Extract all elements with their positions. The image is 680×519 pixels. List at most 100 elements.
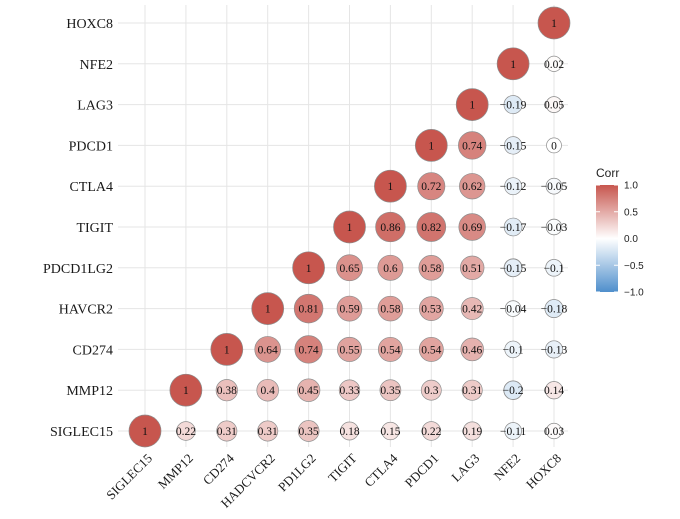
cell-bubble — [338, 379, 361, 401]
cell-mmp12-mmp12: 1 — [169, 373, 203, 407]
cell-bubble — [377, 295, 404, 322]
cell-value-label: 1 — [224, 344, 230, 356]
cell-bubble — [503, 217, 523, 237]
x-label-lag3: LAG3 — [448, 451, 482, 485]
cell-bubble — [545, 422, 563, 440]
cell-value-label: 1 — [551, 18, 557, 30]
cell-tigit-tigit: 1 — [333, 210, 366, 244]
cell-value-label: 0.31 — [217, 426, 237, 438]
cell-siglec15-nfe2: −0.11 — [500, 422, 526, 440]
cell-bubble — [292, 251, 325, 285]
cell-cd274-hoxc8: −0.13 — [541, 340, 568, 359]
legend-tick-label: −1.0 — [624, 288, 644, 299]
cell-cd274-hadcvcr2: 0.64 — [254, 336, 281, 363]
cell-mmp12-ctla4: 0.35 — [379, 379, 402, 402]
cell-bubble — [416, 212, 447, 242]
cell-tigit-pdcd1: 0.82 — [416, 212, 447, 242]
cell-ctla4-hoxc8: −0.05 — [541, 177, 568, 195]
cell-bubble — [455, 88, 489, 121]
cell-value-label: 0.64 — [258, 344, 278, 356]
legend-tick-label: 1.0 — [624, 181, 638, 192]
cell-value-label: 0.22 — [421, 426, 441, 438]
cell-bubble — [418, 336, 444, 362]
legend-title: Corr — [596, 166, 619, 180]
cell-ctla4-nfe2: −0.12 — [500, 177, 527, 196]
y-label-lag3: LAG3 — [77, 99, 113, 114]
cell-bubble — [414, 129, 448, 162]
cell-bubble — [496, 47, 530, 81]
cell-value-label: −0.15 — [500, 263, 527, 275]
cell-bubble — [503, 136, 523, 155]
legend-tick-label: −0.5 — [624, 261, 644, 272]
cell-siglec15-mmp12: 0.22 — [176, 421, 196, 441]
cell-bubble — [545, 55, 563, 72]
cell-value-label: 0.45 — [299, 385, 319, 397]
cell-mmp12-lag3: 0.31 — [461, 379, 483, 401]
cell-siglec15-hoxc8: 0.03 — [544, 422, 564, 440]
cell-value-label: 0.46 — [462, 344, 482, 356]
cell-value-label: 0.03 — [544, 426, 564, 438]
cell-value-label: 0.31 — [462, 385, 482, 397]
y-label-pdcd1: PDCD1 — [69, 139, 113, 154]
cell-ctla4-ctla4: 1 — [374, 169, 407, 203]
cell-value-label: 0.02 — [544, 59, 564, 71]
color-legend: Corr 1.0 0.5 0.0 −0.5 −1.0 — [596, 166, 644, 299]
cell-cd274-nfe2: −0.1 — [503, 340, 524, 359]
cell-tigit-lag3: 0.69 — [458, 213, 486, 241]
cell-havcr2-hadcvcr2: 1 — [251, 292, 285, 325]
y-label-mmp12: MMP12 — [66, 384, 113, 399]
y-axis-labels: HOXC8 NFE2 LAG3 PDCD1 CTLA4 TIGIT PDCD1LG2 HAVC… — [43, 17, 113, 440]
y-label-hoxc8: HOXC8 — [66, 17, 113, 32]
cell-bubble — [545, 96, 563, 113]
cell-bubble — [420, 379, 442, 401]
cell-cd274-cd274: 1 — [210, 333, 244, 366]
cell-ctla4-lag3: 0.62 — [459, 173, 486, 200]
cell-bubble — [257, 420, 279, 442]
cell-value-label: −0.19 — [500, 100, 527, 112]
y-label-siglec15: SIGLEC15 — [50, 425, 113, 440]
cell-bubble — [460, 297, 484, 321]
cell-value-label: −0.15 — [500, 140, 527, 152]
cell-value-label: 0.19 — [462, 426, 482, 438]
cell-value-label: 0.15 — [380, 426, 400, 438]
cell-nfe2-hoxc8: 0.02 — [544, 55, 564, 72]
cell-pdcd1lg2-ctla4: 0.6 — [377, 254, 404, 281]
cell-bubble — [215, 379, 238, 402]
cell-value-label: 0.38 — [217, 385, 237, 397]
cell-bubble — [374, 169, 407, 203]
cell-mmp12-pd1lg2: 0.45 — [296, 378, 321, 402]
y-label-nfe2: NFE2 — [80, 58, 113, 73]
cell-value-label: 0.59 — [339, 304, 359, 316]
cell-value-label: 0.14 — [544, 385, 564, 397]
cell-bubble — [294, 335, 323, 364]
cell-bubble — [377, 254, 404, 281]
cell-value-label: 0.55 — [339, 344, 359, 356]
cell-pdcd1-lag3: 0.74 — [458, 131, 487, 160]
cell-siglec15-pd1lg2: 0.35 — [297, 420, 320, 442]
cell-cd274-pd1lg2: 0.74 — [294, 335, 323, 364]
cell-siglec15-pdcd1: 0.22 — [421, 421, 442, 441]
cell-bubble — [544, 381, 564, 400]
cell-value-label: 0.62 — [462, 181, 482, 193]
cell-value-label: −0.17 — [500, 222, 527, 234]
x-label-siglec15: SIGLEC15 — [103, 451, 155, 503]
cell-bubble — [504, 177, 522, 196]
cell-value-label: 0.35 — [380, 385, 400, 397]
cell-bubble — [254, 336, 281, 363]
cell-pdcd1-pdcd1: 1 — [414, 129, 448, 162]
cell-value-label: 0.4 — [261, 385, 276, 397]
cell-value-label: 0.54 — [421, 344, 441, 356]
cell-bubble — [503, 380, 523, 400]
cell-havcr2-pdcd1: 0.53 — [418, 296, 444, 321]
cell-value-label: 0.72 — [421, 181, 441, 193]
cell-bubble — [504, 300, 522, 317]
cell-pdcd1lg2-lag3: 0.51 — [460, 255, 485, 280]
cell-pdcd1lg2-pd1lg2: 1 — [292, 251, 325, 285]
cell-bubble — [458, 131, 487, 160]
cell-value-label: 0 — [551, 140, 557, 152]
cell-bubble — [504, 422, 522, 440]
cell-siglec15-ctla4: 0.15 — [380, 421, 401, 441]
cell-value-label: 1 — [347, 222, 353, 234]
cell-ctla4-pdcd1: 0.72 — [417, 172, 446, 201]
cell-bubble — [503, 95, 523, 115]
